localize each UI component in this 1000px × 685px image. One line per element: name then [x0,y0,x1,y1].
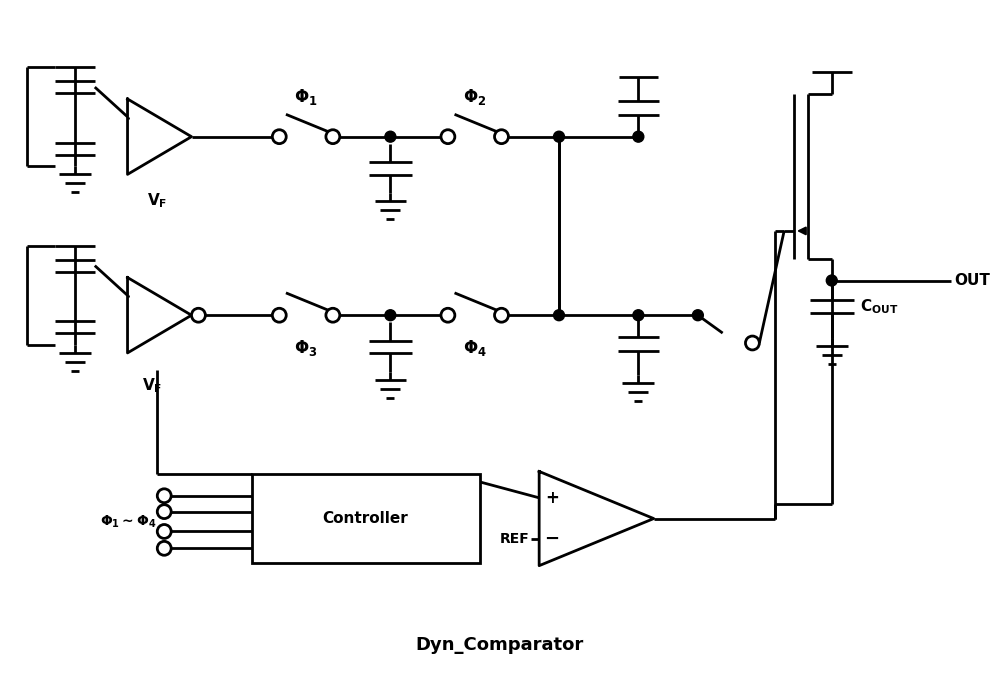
Circle shape [272,308,286,322]
Text: $\mathbf{\Phi_1{\sim}\Phi_4}$: $\mathbf{\Phi_1{\sim}\Phi_4}$ [100,513,156,530]
Circle shape [326,129,340,144]
Text: Controller: Controller [323,511,408,526]
Text: −: − [544,530,560,548]
Circle shape [441,129,455,144]
Text: $\mathbf{V_F}$: $\mathbf{V_F}$ [147,191,167,210]
Text: $\mathbf{V_F}$: $\mathbf{V_F}$ [142,377,162,395]
Circle shape [272,129,286,144]
Circle shape [157,541,171,556]
Text: $\mathbf{\Phi_2}$: $\mathbf{\Phi_2}$ [463,87,486,107]
Text: $\mathbf{C_{OUT}}$: $\mathbf{C_{OUT}}$ [860,297,898,316]
Circle shape [192,308,205,322]
Circle shape [385,132,396,142]
Circle shape [554,310,564,321]
Text: $\mathbf{\Phi_4}$: $\mathbf{\Phi_4}$ [463,338,487,358]
Circle shape [692,310,703,321]
Text: $\mathbf{\Phi_3}$: $\mathbf{\Phi_3}$ [294,338,318,358]
Circle shape [441,308,455,322]
Circle shape [157,505,171,519]
Circle shape [554,132,564,142]
Circle shape [157,489,171,503]
Text: OUT: OUT [954,273,990,288]
Circle shape [633,132,644,142]
Text: REF: REF [499,532,529,547]
Circle shape [157,525,171,538]
Circle shape [745,336,759,350]
Circle shape [495,308,508,322]
Circle shape [826,275,837,286]
Text: +: + [545,489,559,507]
Circle shape [633,310,644,321]
Text: $\mathbf{\Phi_1}$: $\mathbf{\Phi_1}$ [294,87,318,107]
Circle shape [495,129,508,144]
Text: Dyn_Comparator: Dyn_Comparator [415,636,584,653]
Circle shape [385,310,396,321]
Bar [252,474,480,563]
Circle shape [326,308,340,322]
